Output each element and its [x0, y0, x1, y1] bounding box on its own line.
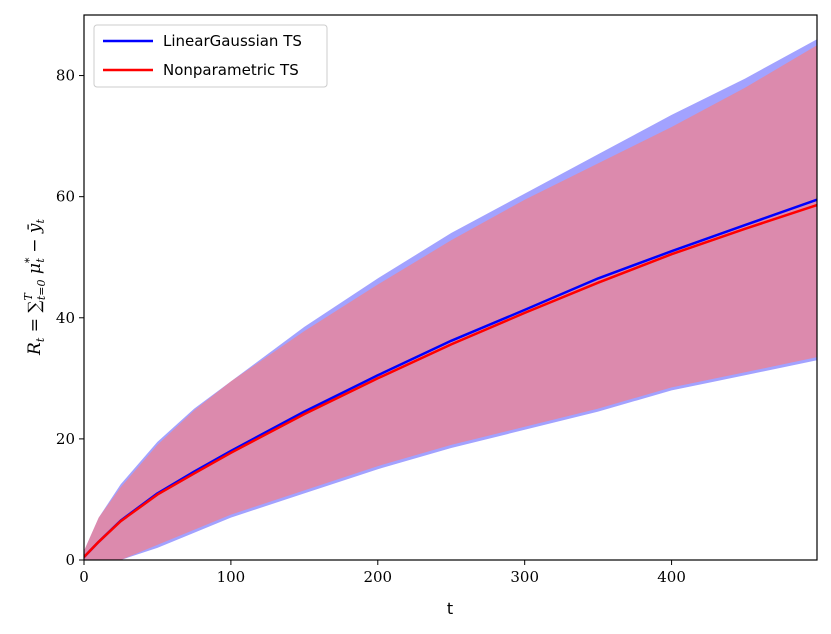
- y-label-lhs: R: [25, 342, 45, 356]
- y-label-mu-sup: *: [23, 257, 36, 263]
- legend: LinearGaussian TS Nonparametric TS: [93, 24, 328, 88]
- y-label-eq: =: [25, 313, 45, 338]
- y-tick-label: 20: [56, 430, 75, 448]
- svg-text:Rt = ∑Tt=0 μ*t − ȳt: Rt = ∑Tt=0 μ*t − ȳt: [22, 218, 48, 355]
- y-tick-label: 0: [65, 551, 75, 569]
- y-label-minus: −: [25, 233, 45, 258]
- y-tick-label: 80: [56, 67, 75, 85]
- y-label-lhs-sub: t: [34, 337, 47, 342]
- x-tick-label: 100: [217, 568, 246, 586]
- y-axis-ticks: 0 20 40 60 80: [56, 67, 84, 569]
- x-tick-label: 200: [363, 568, 392, 586]
- y-label-ybar: ȳ: [25, 223, 45, 234]
- y-tick-label: 40: [56, 309, 75, 327]
- x-axis-ticks: 0 100 200 300 400: [79, 560, 686, 586]
- x-tick-label: 0: [79, 568, 89, 586]
- y-label-mu-sub: t: [34, 258, 47, 263]
- y-label-sum: ∑: [25, 301, 45, 313]
- x-axis-label: t: [447, 599, 453, 618]
- plot-frame: [83, 14, 818, 561]
- x-tick-label: 300: [510, 568, 539, 586]
- legend-label-nonparametric: Nonparametric TS: [163, 61, 299, 79]
- mean-lines: [84, 198, 817, 558]
- mean-line-nonparametric: [84, 203, 817, 558]
- y-label-sum-sup: T: [22, 292, 35, 301]
- y-tick-label: 60: [56, 188, 75, 206]
- y-label-ybar-sub: t: [34, 218, 47, 223]
- y-label-mu: μ: [25, 263, 45, 279]
- x-tick-label: 400: [657, 568, 686, 586]
- y-label-sum-sub: t=0: [35, 280, 48, 301]
- y-axis-label: Rt = ∑Tt=0 μ*t − ȳt: [22, 218, 48, 355]
- legend-label-lineargaussian: LinearGaussian TS: [163, 32, 302, 50]
